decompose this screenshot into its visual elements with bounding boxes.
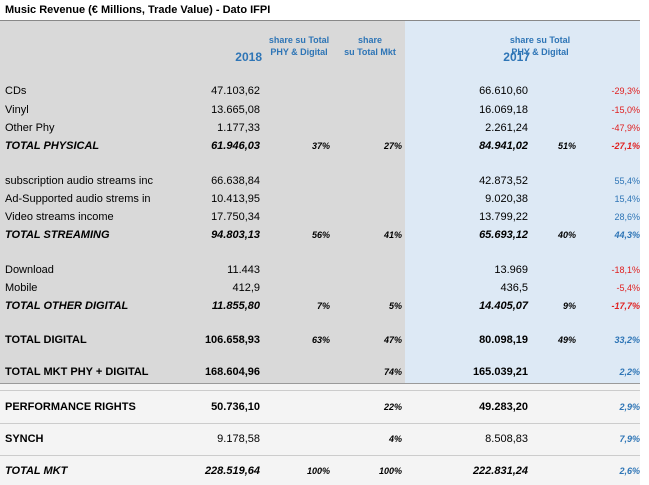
column-header: share su Total bbox=[268, 35, 330, 45]
value-2018: 47.103,62 bbox=[211, 85, 260, 97]
value-2018: 9.178,58 bbox=[217, 433, 260, 445]
blue-block bbox=[405, 21, 640, 383]
value-2017: 49.283,20 bbox=[479, 401, 528, 413]
change: -17,7% bbox=[611, 301, 640, 311]
value-2018: 66.638,84 bbox=[211, 175, 260, 187]
value-2017: 436,5 bbox=[500, 282, 528, 294]
value-2018: 228.519,64 bbox=[204, 465, 260, 477]
change: 7,9% bbox=[619, 434, 640, 444]
share-mkt-2018: 100% bbox=[378, 466, 402, 476]
row-label: Vinyl bbox=[5, 104, 29, 116]
change: -18,1% bbox=[611, 265, 640, 275]
share-mkt-2018: 22% bbox=[383, 402, 402, 412]
share-mkt-2018: 27% bbox=[383, 141, 402, 151]
value-2017: 16.069,18 bbox=[479, 104, 528, 116]
row-label: Other Phy bbox=[5, 122, 55, 134]
value-2017: 13.799,22 bbox=[479, 211, 528, 223]
value-2017: 13.969 bbox=[494, 264, 528, 276]
value-2017: 80.098,19 bbox=[479, 334, 528, 346]
share-mkt-2018: 47% bbox=[383, 335, 402, 345]
column-header: 2018 bbox=[235, 50, 262, 64]
value-2017: 9.020,38 bbox=[485, 193, 528, 205]
share-phy-2017: 49% bbox=[557, 335, 576, 345]
column-header: share bbox=[357, 35, 383, 45]
change: 55,4% bbox=[614, 176, 640, 186]
row-line bbox=[0, 383, 640, 384]
value-2017: 84.941,02 bbox=[479, 140, 528, 152]
change: 33,2% bbox=[614, 335, 640, 345]
column-header: su Total Mkt bbox=[344, 47, 396, 57]
share-mkt-2018: 41% bbox=[383, 230, 402, 240]
share-phy-2018: 37% bbox=[311, 141, 330, 151]
column-header: share su Total bbox=[509, 35, 571, 45]
value-2017: 65.693,12 bbox=[479, 229, 528, 241]
row-label: TOTAL STREAMING bbox=[5, 229, 110, 241]
share-phy-2018: 100% bbox=[306, 466, 330, 476]
value-2018: 94.803,13 bbox=[211, 229, 260, 241]
row-label: TOTAL MKT PHY + DIGITAL bbox=[5, 366, 149, 378]
value-2018: 106.658,93 bbox=[204, 334, 260, 346]
change: 44,3% bbox=[614, 230, 640, 240]
change: 2,6% bbox=[619, 466, 640, 476]
change: -15,0% bbox=[611, 105, 640, 115]
share-phy-2018: 63% bbox=[311, 335, 330, 345]
row-label: Ad-Supported audio strems in bbox=[5, 193, 151, 205]
change: 2,9% bbox=[619, 402, 640, 412]
value-2017: 42.873,52 bbox=[479, 175, 528, 187]
value-2018: 168.604,96 bbox=[204, 366, 260, 378]
change: 28,6% bbox=[614, 212, 640, 222]
column-header: 2017 bbox=[503, 50, 530, 64]
row-label: Mobile bbox=[5, 282, 38, 294]
value-2018: 11.855,80 bbox=[211, 300, 260, 312]
value-2017: 8.508,83 bbox=[485, 433, 528, 445]
value-2018: 17.750,34 bbox=[211, 211, 260, 223]
margin bbox=[640, 0, 649, 485]
share-mkt-2018: 74% bbox=[383, 367, 402, 377]
row-label: CDs bbox=[5, 85, 27, 97]
value-2018: 61.946,03 bbox=[211, 140, 260, 152]
value-2018: 1.177,33 bbox=[217, 122, 260, 134]
value-2018: 13.665,08 bbox=[211, 104, 260, 116]
column-header: PHY & Digital bbox=[511, 47, 569, 57]
row-label: PERFORMANCE RIGHTS bbox=[5, 401, 136, 413]
row-label: Download bbox=[5, 264, 54, 276]
share-phy-2017: 40% bbox=[557, 230, 576, 240]
value-2018: 11.443 bbox=[227, 264, 260, 276]
value-2017: 14.405,07 bbox=[479, 300, 528, 312]
change: 2,2% bbox=[619, 367, 640, 377]
value-2017: 165.039,21 bbox=[472, 366, 528, 378]
sheet-title: Music Revenue (€ Millions, Trade Value) … bbox=[5, 4, 271, 16]
row-label: TOTAL PHYSICAL bbox=[5, 140, 100, 152]
change: 15,4% bbox=[614, 194, 640, 204]
title-row bbox=[0, 0, 640, 21]
share-mkt-2018: 4% bbox=[388, 434, 402, 444]
value-2017: 2.261,24 bbox=[485, 122, 528, 134]
row-label: SYNCH bbox=[5, 433, 44, 445]
row-label: TOTAL OTHER DIGITAL bbox=[5, 300, 129, 312]
row-label: TOTAL DIGITAL bbox=[5, 334, 87, 346]
change: -29,3% bbox=[611, 86, 640, 96]
row-line bbox=[0, 390, 640, 391]
column-header: PHY & Digital bbox=[270, 47, 328, 57]
share-phy-2017: 51% bbox=[557, 141, 576, 151]
share-phy-2018: 56% bbox=[311, 230, 330, 240]
share-phy-2017: 9% bbox=[562, 301, 576, 311]
row-line bbox=[0, 455, 640, 456]
value-2018: 412,9 bbox=[232, 282, 260, 294]
row-label: TOTAL MKT bbox=[5, 465, 68, 477]
value-2017: 222.831,24 bbox=[472, 465, 528, 477]
row-label: Video streams income bbox=[5, 211, 114, 223]
gray-block bbox=[0, 21, 405, 383]
change: -5,4% bbox=[616, 283, 640, 293]
share-mkt-2018: 5% bbox=[388, 301, 402, 311]
value-2018: 50.736,10 bbox=[211, 401, 260, 413]
row-label: subscription audio streams inc bbox=[5, 175, 153, 187]
share-phy-2018: 7% bbox=[316, 301, 330, 311]
change: -47,9% bbox=[611, 123, 640, 133]
value-2017: 66.610,60 bbox=[479, 85, 528, 97]
row-line bbox=[0, 423, 640, 424]
change: -27,1% bbox=[611, 141, 640, 151]
value-2018: 10.413,95 bbox=[211, 193, 260, 205]
